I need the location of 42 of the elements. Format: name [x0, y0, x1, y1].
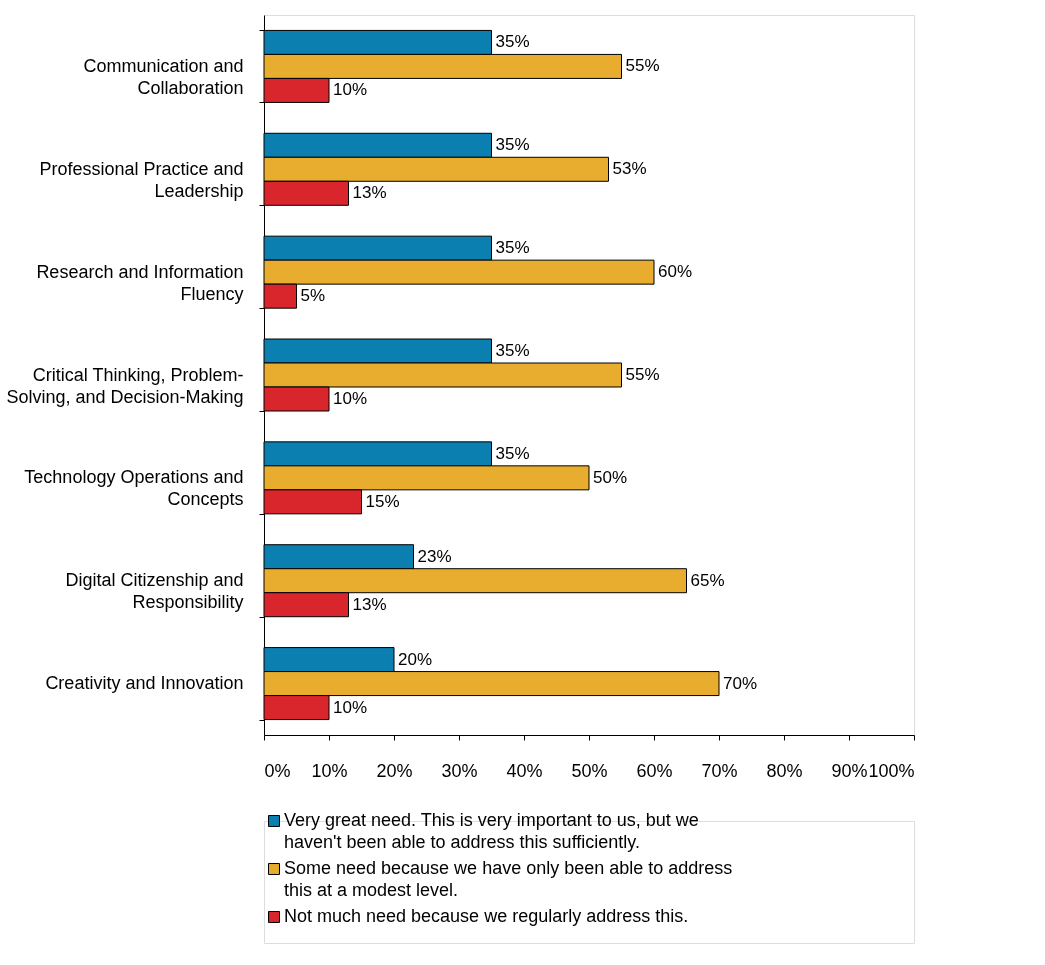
y-tick-label: Professional Practice and Leadership	[39, 158, 244, 201]
x-tick-label: 20%	[376, 760, 413, 781]
data-label: 10%	[333, 389, 368, 408]
data-label: 35%	[495, 341, 530, 360]
x-tick-label: 0%	[264, 760, 291, 781]
x-tick-label: 50%	[571, 760, 608, 781]
data-label: 53%	[612, 159, 647, 179]
data-label: 35%	[495, 32, 530, 52]
y-tick-label: Communication and Collaboration	[83, 55, 244, 98]
x-tick-label: 10%	[311, 760, 348, 781]
x-tick-label: 90%	[831, 760, 868, 781]
data-label: 60%	[658, 262, 693, 282]
data-label: 70%	[723, 673, 758, 693]
data-label: 35%	[495, 135, 530, 155]
x-tick-label: 60%	[636, 760, 673, 781]
x-tick-label: 70%	[701, 760, 738, 781]
y-tick-label: Technology Operations and Concepts	[24, 467, 244, 510]
data-label: 5%	[300, 286, 326, 306]
y-tick-label: Digital Citizenship and Responsibility	[65, 570, 244, 613]
data-label: 55%	[625, 56, 660, 76]
data-label: 13%	[352, 183, 387, 203]
y-tick-label: Creativity and Innovation	[45, 673, 244, 694]
legend-label: Some need because we have only been able to address this at a modest level.	[284, 858, 733, 900]
data-label: 20%	[398, 649, 433, 669]
x-tick-label: 40%	[506, 760, 543, 781]
legend-label: Very great need. This is very important to us, but we haven't been able to address this sufficiently.	[284, 810, 699, 852]
x-tick-label: 30%	[441, 760, 478, 781]
data-label: 55%	[625, 365, 660, 384]
data-label: 15%	[365, 491, 400, 511]
y-tick-label: Critical Thinking, Problem-Solving, and Decision-Making	[6, 364, 244, 407]
x-tick-label: 100%	[868, 760, 915, 781]
legend-label: Not much need because we regularly address this.	[284, 906, 689, 926]
data-label: 50%	[593, 467, 628, 487]
data-label: 10%	[333, 80, 368, 100]
data-label: 65%	[690, 570, 725, 590]
y-tick-label: Research and Information Fluency	[36, 261, 244, 304]
x-tick-label: 80%	[766, 760, 803, 781]
data-label: 35%	[495, 238, 530, 258]
data-label: 13%	[352, 594, 387, 614]
data-label: 23%	[417, 546, 452, 566]
data-label: 35%	[495, 443, 530, 463]
data-label: 10%	[333, 697, 368, 717]
